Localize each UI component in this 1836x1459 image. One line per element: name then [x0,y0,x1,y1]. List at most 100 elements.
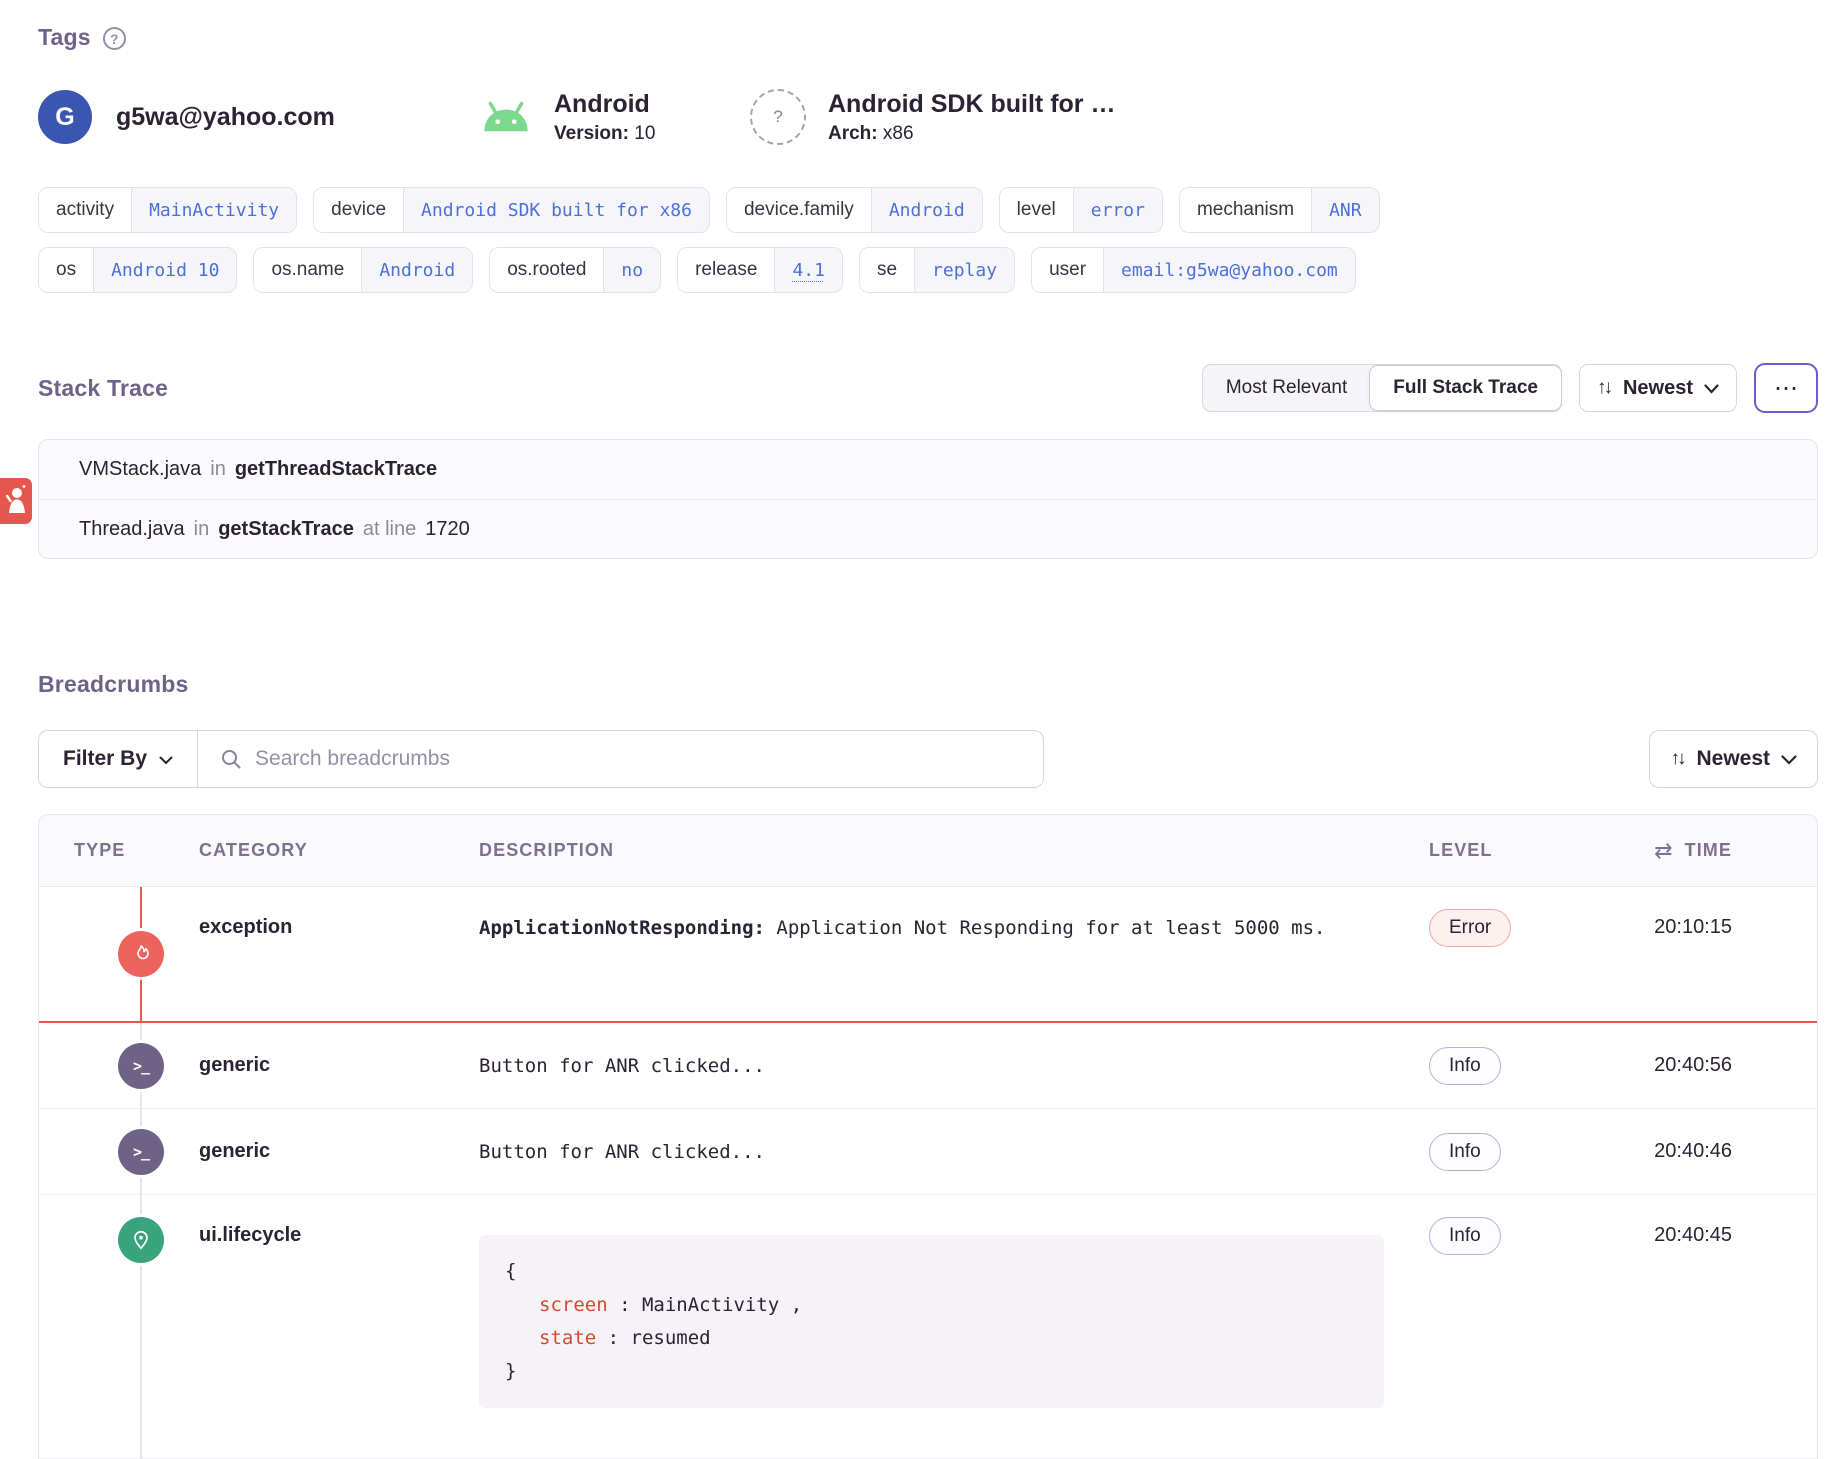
tag-value-link[interactable]: Android 10 [93,248,237,293]
tags-title: Tags [38,24,91,50]
frame-function: getThreadStackTrace [234,458,438,481]
breadcrumb-category: generic [199,1054,271,1077]
tag-value-link[interactable]: MainActivity [131,188,297,233]
tag-key: level [999,188,1073,233]
tag-key: mechanism [1179,188,1312,233]
tag-key: device [314,188,404,233]
tag-pill-user: user email:g5wa@yahoo.com [1031,247,1356,294]
device-arch: Arch: x86 [828,123,914,145]
tag-key: device.family [726,188,871,233]
swap-arrows-icon: ⇄ [1654,837,1673,863]
level-badge-info: Info [1429,1046,1501,1085]
search-icon [222,750,241,769]
tag-value-link[interactable]: email:g5wa@yahoo.com [1103,248,1355,293]
tag-pill-os: os Android 10 [38,247,238,294]
breadcrumb-category: exception [199,916,293,939]
toggle-full-stack-trace[interactable]: Full Stack Trace [1369,365,1562,412]
avatar: G [38,90,92,145]
breadcrumb-description: { screen : MainActivity , state : resume… [479,1195,1429,1458]
breadcrumb-row-generic[interactable]: >_ generic Button for ANR clicked... Inf… [39,1109,1817,1196]
stack-trace-header: Stack Trace Most Relevant Full Stack Tra… [38,363,1818,414]
os-version: Version: 10 [554,123,656,145]
stack-sort-newest-button[interactable]: ↑↓ Newest [1578,364,1737,413]
ellipsis-icon: ⋯ [1774,374,1798,402]
col-time-sort[interactable]: ⇄ TIME [1654,837,1732,863]
tag-value-link[interactable]: replay [914,248,1015,293]
tag-value-link[interactable]: no [603,248,661,293]
tag-value-link[interactable]: Android [361,248,473,293]
stack-trace-view-toggle: Most Relevant Full Stack Trace [1201,364,1562,413]
device-name: Android SDK built for … [828,90,1116,118]
user-context-chip[interactable]: G g5wa@yahoo.com [38,90,480,145]
lifecycle-code-block: { screen : MainActivity , state : resume… [479,1235,1384,1409]
tag-pill-activity: activity MainActivity [38,187,298,234]
level-badge-error: Error [1429,909,1512,948]
help-icon[interactable]: ? [102,27,126,50]
breadcrumb-description: ApplicationNotResponding: Application No… [479,917,1326,940]
tag-pill-se: se replay [858,247,1016,294]
breadcrumb-description: Button for ANR clicked... [479,1054,765,1077]
tag-pill-mechanism: mechanism ANR [1178,187,1380,234]
tag-pill-os-name: os.name Android [253,247,474,294]
tag-pill-level: level error [998,187,1163,234]
breadcrumb-row-exception[interactable]: exception ApplicationNotResponding: Appl… [39,887,1817,1024]
breadcrumbs-title: Breadcrumbs [38,671,189,698]
tag-key: release [678,248,775,293]
filter-by-dropdown[interactable]: Filter By [39,731,199,788]
tag-key: activity [39,188,132,233]
breadcrumb-time: 20:40:56 [1654,1054,1732,1077]
tag-value-link[interactable]: ANR [1311,188,1379,233]
col-category: CATEGORY [199,840,308,861]
stack-frame[interactable]: Thread.java in getStackTrace at line 172… [39,499,1817,558]
col-description: DESCRIPTION [479,840,615,861]
breadcrumb-time: 20:40:46 [1654,1140,1732,1163]
breadcrumb-category: ui.lifecycle [199,1224,302,1247]
flame-icon [118,931,164,978]
tag-pills-row-1: activity MainActivity device Android SDK b… [38,187,1818,234]
sort-arrows-icon: ↑↓ [1596,377,1613,399]
stack-frame[interactable]: VMStack.java in getThreadStackTrace [79,458,438,481]
tag-key: os [39,248,94,293]
stack-more-options-button[interactable]: ⋯ [1754,363,1818,414]
frame-function: getStackTrace [218,517,354,540]
stack-trace-title: Stack Trace [38,374,169,401]
breadcrumbs-section-header: Breadcrumbs [38,671,1818,698]
tag-value-link[interactable]: Android [870,188,982,233]
chevron-down-icon [1704,384,1719,394]
context-summary: G g5wa@yahoo.com Android Version: 10 ? [38,89,1818,146]
tag-value-link[interactable]: 4.1 [774,248,842,293]
terminal-icon: >_ [118,1042,164,1089]
terminal-icon: >_ [118,1128,164,1175]
frame-file: VMStack.java [79,458,202,481]
location-pin-icon [118,1217,164,1264]
toggle-most-relevant[interactable]: Most Relevant [1225,377,1348,399]
level-badge-info: Info [1429,1132,1501,1171]
breadcrumb-row-generic[interactable]: >_ generic Button for ANR clicked... Inf… [39,1023,1817,1110]
col-level: LEVEL [1429,840,1493,861]
breadcrumbs-filter-bar: Filter By ↑↓ Newest [38,730,1818,789]
tag-value-link[interactable]: error [1072,188,1162,233]
tag-key: user [1032,248,1104,293]
breadcrumbs-table: TYPE CATEGORY DESCRIPTION LEVEL ⇄ TIME e… [38,814,1818,1459]
tag-pill-device-family: device.family Android [725,187,983,234]
os-context-chip[interactable]: Android Version: 10 [480,89,750,145]
tag-key: os.name [254,248,362,293]
tags-section-header: Tags ? [38,24,1818,51]
device-context-chip[interactable]: ? Android SDK built for … Arch: x86 [750,89,1116,146]
anr-mascot-marker[interactable] [0,478,32,524]
tag-key: os.rooted [490,248,604,293]
tag-value-link[interactable]: Android SDK built for x86 [403,188,709,233]
tag-pills-row-2: os Android 10 os.name Android os.rooted no … [38,247,1818,294]
unknown-device-icon: ? [750,89,806,146]
os-name: Android [554,90,650,118]
breadcrumbs-sort-newest-button[interactable]: ↑↓ Newest [1649,730,1818,789]
android-icon [480,96,532,139]
col-type: TYPE [74,840,126,861]
search-breadcrumbs-input[interactable] [255,747,1021,772]
chevron-down-icon [1781,755,1797,765]
breadcrumb-row-ui-lifecycle[interactable]: ui.lifecycle { screen : MainActivity , s… [39,1195,1817,1459]
tag-key: se [859,248,915,293]
sort-arrows-icon: ↑↓ [1670,748,1686,770]
frame-line-number: 1720 [425,517,470,540]
